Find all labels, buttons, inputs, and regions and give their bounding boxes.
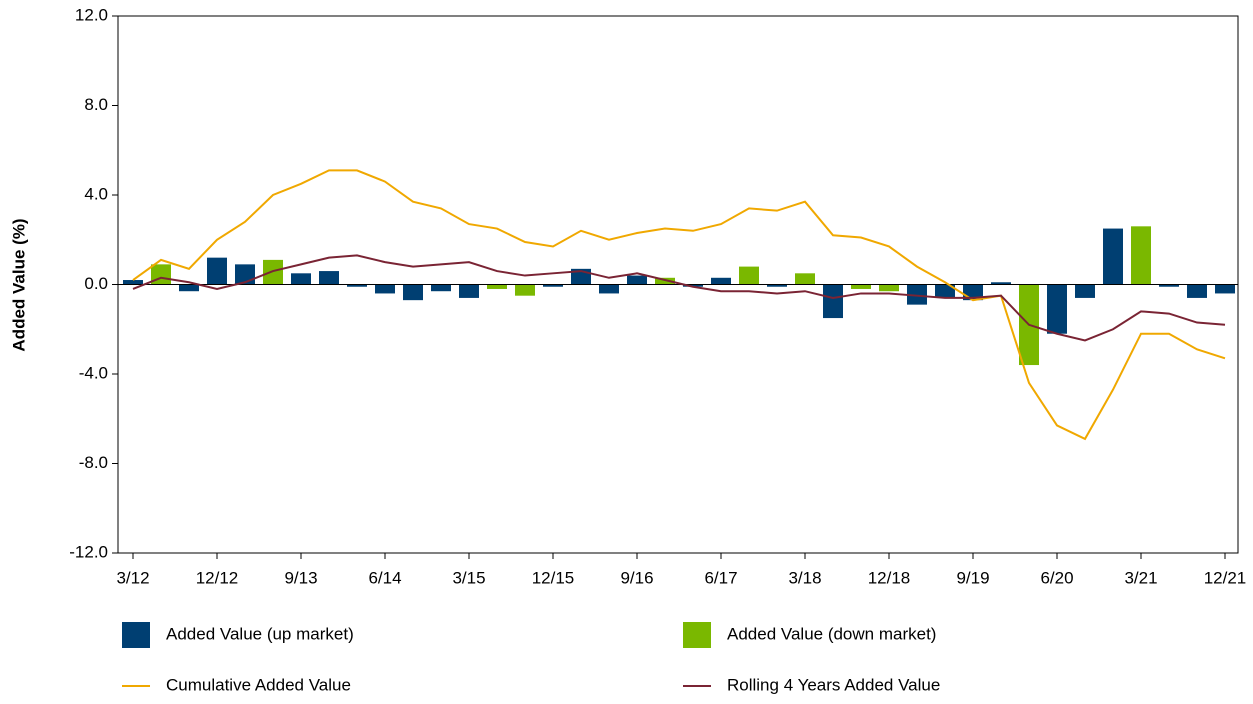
y-tick-label: -12.0 bbox=[69, 542, 108, 561]
legend-label: Added Value (down market) bbox=[727, 624, 936, 643]
bar bbox=[795, 273, 815, 285]
x-tick-label: 12/15 bbox=[532, 568, 575, 587]
bar bbox=[599, 284, 619, 294]
line bbox=[132, 254, 1226, 342]
bar bbox=[879, 284, 899, 292]
bar bbox=[1103, 228, 1123, 285]
legend-label: Rolling 4 Years Added Value bbox=[727, 675, 940, 694]
bar bbox=[991, 282, 1011, 285]
bar bbox=[907, 284, 927, 305]
bar bbox=[319, 271, 339, 285]
bar bbox=[823, 284, 843, 319]
y-tick-label: 12.0 bbox=[75, 5, 108, 24]
x-tick-label: 6/17 bbox=[704, 568, 737, 587]
bar bbox=[1075, 284, 1095, 298]
bar bbox=[767, 284, 787, 287]
y-axis-label: Added Value (%) bbox=[9, 218, 28, 351]
line bbox=[132, 169, 1226, 441]
bar bbox=[263, 259, 283, 285]
bar bbox=[375, 284, 395, 294]
legend-label: Added Value (up market) bbox=[166, 624, 354, 643]
bar bbox=[515, 284, 535, 296]
bar bbox=[207, 257, 227, 285]
bar bbox=[935, 284, 955, 298]
x-tick-label: 12/21 bbox=[1204, 568, 1247, 587]
bar bbox=[1131, 226, 1151, 285]
legend-label: Cumulative Added Value bbox=[166, 675, 351, 694]
bar bbox=[1187, 284, 1207, 298]
y-tick-label: -4.0 bbox=[79, 363, 108, 382]
bar bbox=[1159, 284, 1179, 287]
x-tick-label: 12/12 bbox=[196, 568, 239, 587]
bar bbox=[683, 284, 703, 287]
bar bbox=[543, 284, 563, 287]
legend-swatch bbox=[683, 622, 711, 648]
bar bbox=[487, 284, 507, 289]
bar bbox=[1215, 284, 1235, 294]
bar bbox=[431, 284, 451, 292]
x-tick-label: 3/15 bbox=[452, 568, 485, 587]
bar bbox=[403, 284, 423, 301]
bar bbox=[347, 284, 367, 287]
x-tick-label: 12/18 bbox=[868, 568, 911, 587]
bar bbox=[739, 266, 759, 285]
x-tick-label: 9/13 bbox=[284, 568, 317, 587]
bar bbox=[655, 277, 675, 285]
x-tick-label: 3/18 bbox=[788, 568, 821, 587]
bar bbox=[711, 277, 731, 285]
legend-swatch bbox=[122, 622, 150, 648]
bar bbox=[851, 284, 871, 289]
bar bbox=[1047, 284, 1067, 334]
x-tick-label: 9/19 bbox=[956, 568, 989, 587]
bar bbox=[627, 275, 647, 285]
y-tick-label: 4.0 bbox=[84, 184, 108, 203]
x-tick-label: 9/16 bbox=[620, 568, 653, 587]
x-tick-label: 3/21 bbox=[1124, 568, 1157, 587]
x-tick-label: 6/20 bbox=[1040, 568, 1073, 587]
y-tick-label: 0.0 bbox=[84, 274, 108, 293]
y-tick-label: -8.0 bbox=[79, 453, 108, 472]
y-tick-label: 8.0 bbox=[84, 95, 108, 114]
x-tick-label: 6/14 bbox=[368, 568, 401, 587]
bar bbox=[459, 284, 479, 298]
x-tick-label: 3/12 bbox=[116, 568, 149, 587]
bar bbox=[123, 280, 143, 285]
bar bbox=[291, 273, 311, 285]
bar bbox=[179, 284, 199, 292]
